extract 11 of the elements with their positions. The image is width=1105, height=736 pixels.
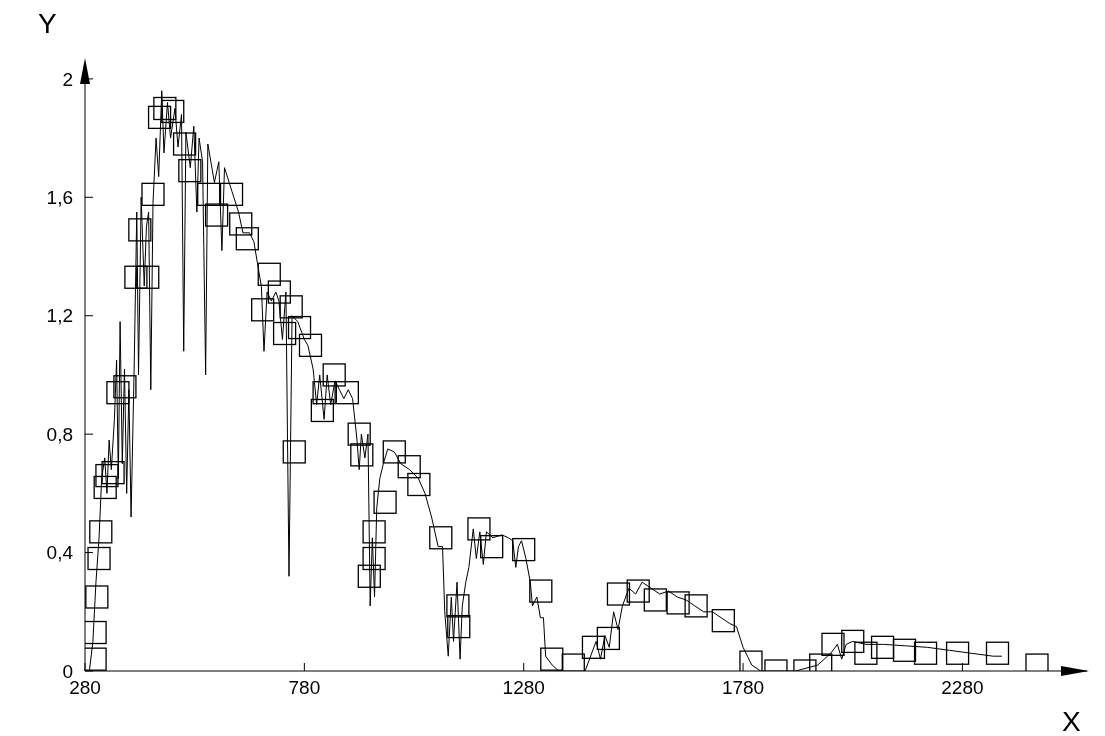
y-tick-label: 0,4 [46, 542, 74, 564]
y-tick-label: 2 [62, 68, 73, 90]
y-tick-label: 1,6 [46, 187, 73, 209]
x-tick-label: 780 [288, 677, 321, 699]
x-axis-title: X [1062, 706, 1081, 736]
x-tick-label: 2280 [941, 677, 984, 699]
x-tick-label: 1780 [721, 677, 765, 699]
y-tick-label: 1,2 [46, 305, 73, 327]
y-tick-label: 0,8 [46, 423, 73, 445]
y-axis-title: Y [38, 8, 57, 40]
x-tick-label: 1280 [502, 677, 545, 699]
